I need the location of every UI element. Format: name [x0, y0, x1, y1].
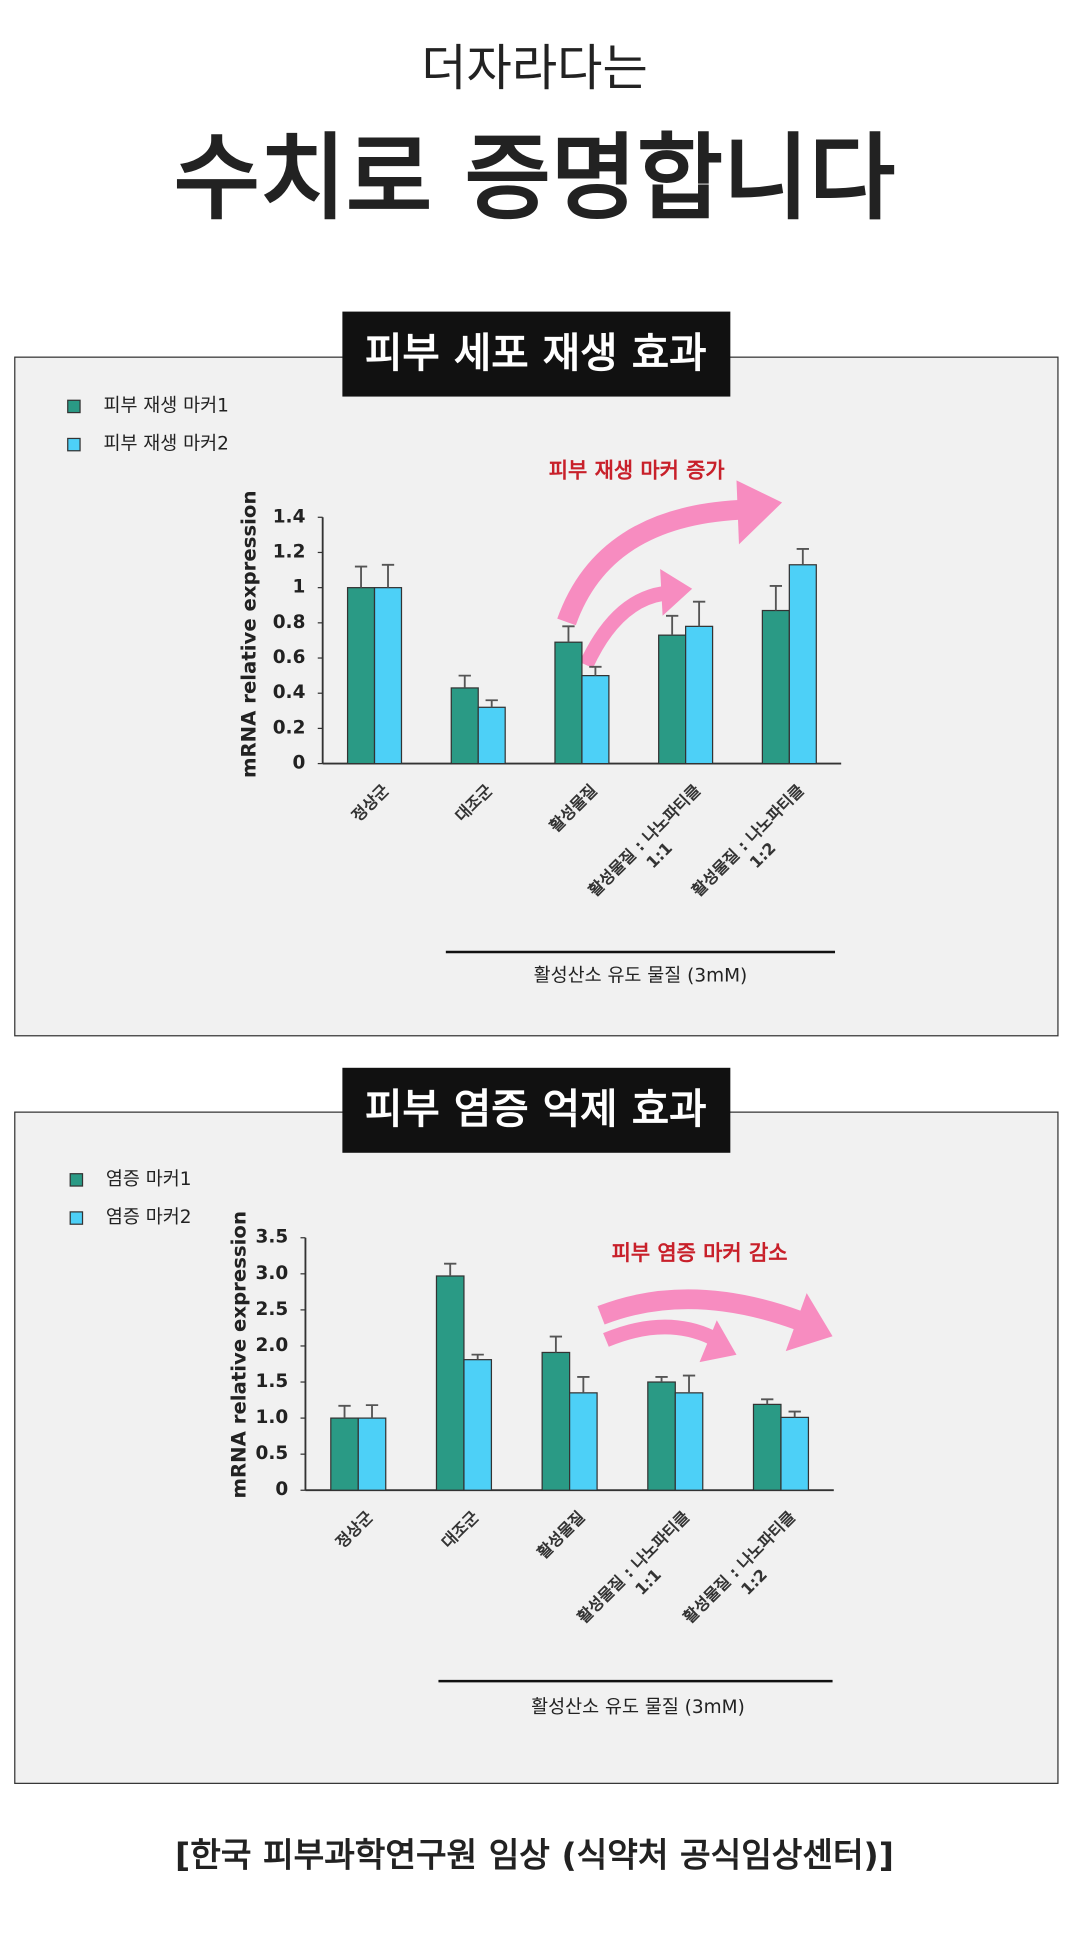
- arrow: [557, 500, 740, 626]
- y-tick-label: 3.0: [255, 1263, 288, 1284]
- y-tick-label: 0.2: [273, 717, 306, 738]
- error-bar: [796, 548, 809, 565]
- panel-title-box: [342, 311, 731, 397]
- bar: [647, 1381, 676, 1491]
- y-tick-label: 1.5: [255, 1371, 288, 1392]
- error-bar: [769, 584, 783, 611]
- arrow-head: [785, 1293, 833, 1352]
- legend-swatch: [67, 399, 81, 414]
- legend-swatch: [67, 437, 81, 452]
- bar: [568, 1392, 598, 1491]
- y-tick-label: 3.5: [255, 1227, 288, 1248]
- annotation: 피부 염증 마커 감소: [612, 1241, 788, 1265]
- bar: [357, 1417, 387, 1491]
- y-tick-label: 0.8: [273, 612, 306, 633]
- error-bar: [458, 674, 471, 688]
- error-bar: [665, 614, 679, 636]
- error-bar: [381, 563, 395, 588]
- legend-label: 피부 재생 마커2: [103, 434, 228, 455]
- bar: [581, 675, 610, 765]
- bar: [373, 587, 403, 765]
- error-bar: [549, 1335, 563, 1353]
- y-tick-label: 1.0: [255, 1407, 288, 1428]
- y-axis-label: mRNA relative expression: [228, 1211, 251, 1498]
- error-bar: [471, 1353, 484, 1360]
- error-bar: [365, 1404, 379, 1419]
- error-bar: [692, 600, 706, 627]
- y-tick-label: 0: [293, 753, 306, 774]
- arrow: [579, 586, 665, 669]
- y-tick-label: 0.4: [273, 682, 306, 703]
- bracket-label: 활성산소 유도 물질 (3mM): [534, 966, 748, 987]
- panel-title: 피부 세포 재생 효과: [365, 329, 706, 377]
- y-tick-label: 1.2: [273, 541, 306, 562]
- bar: [554, 641, 583, 765]
- subtitle: 더자라다는: [421, 39, 648, 97]
- bar: [685, 625, 714, 765]
- legend-label: 염증 마커1: [106, 1169, 192, 1190]
- y-tick-label: 0.6: [273, 647, 306, 668]
- bar: [435, 1275, 465, 1491]
- panel-title-box: [342, 1067, 731, 1153]
- error-bar: [338, 1404, 351, 1419]
- headline: 수치로 증명합니다: [174, 125, 895, 234]
- error-bar: [562, 625, 575, 643]
- legend-swatch: [69, 1211, 84, 1225]
- bar: [346, 587, 376, 765]
- arrow: [597, 1289, 802, 1330]
- bar: [541, 1351, 571, 1491]
- bar: [674, 1392, 704, 1491]
- arrow-head: [736, 480, 783, 545]
- annotation: 피부 재생 마커 증가: [549, 459, 725, 483]
- bar: [788, 564, 817, 765]
- error-bar: [485, 699, 498, 708]
- error-bar: [761, 1398, 774, 1405]
- error-bar: [577, 1376, 590, 1393]
- arrow: [603, 1319, 716, 1347]
- y-tick-label: 2.0: [255, 1335, 288, 1356]
- bar: [477, 706, 506, 765]
- y-tick-label: 2.5: [255, 1299, 288, 1320]
- panel: [14, 1111, 1059, 1784]
- panel: [14, 356, 1059, 1037]
- error-bar: [682, 1374, 696, 1393]
- bar: [330, 1417, 359, 1491]
- legend-swatch: [69, 1173, 84, 1187]
- y-tick-label: 0.5: [255, 1443, 288, 1464]
- error-bar: [655, 1376, 668, 1383]
- y-tick-label: 1: [293, 577, 306, 598]
- error-bar: [788, 1410, 801, 1418]
- panel-title: 피부 염증 억제 효과: [365, 1085, 706, 1133]
- error-bar: [444, 1262, 457, 1276]
- legend-label: 염증 마커2: [106, 1207, 192, 1228]
- y-tick-label: 1.4: [273, 506, 306, 527]
- bracket-label: 활성산소 유도 물질 (3mM): [531, 1697, 745, 1718]
- bar: [463, 1359, 493, 1491]
- bar: [761, 609, 790, 765]
- bar: [752, 1403, 782, 1491]
- y-tick-label: 0: [275, 1479, 288, 1500]
- legend-label: 피부 재생 마커1: [103, 395, 228, 416]
- arrow-head: [660, 568, 693, 616]
- footer: [한국 피부과학연구원 임상 (식약처 공식임상센터)]: [175, 1836, 894, 1875]
- arrow-head: [699, 1320, 737, 1363]
- error-bar: [589, 665, 602, 676]
- error-bar: [354, 565, 368, 588]
- bar: [658, 634, 687, 765]
- bar: [780, 1416, 810, 1491]
- y-axis-label: mRNA relative expression: [238, 491, 261, 778]
- bar: [450, 687, 479, 765]
